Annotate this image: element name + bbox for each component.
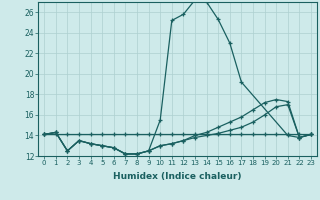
X-axis label: Humidex (Indice chaleur): Humidex (Indice chaleur) <box>113 172 242 181</box>
